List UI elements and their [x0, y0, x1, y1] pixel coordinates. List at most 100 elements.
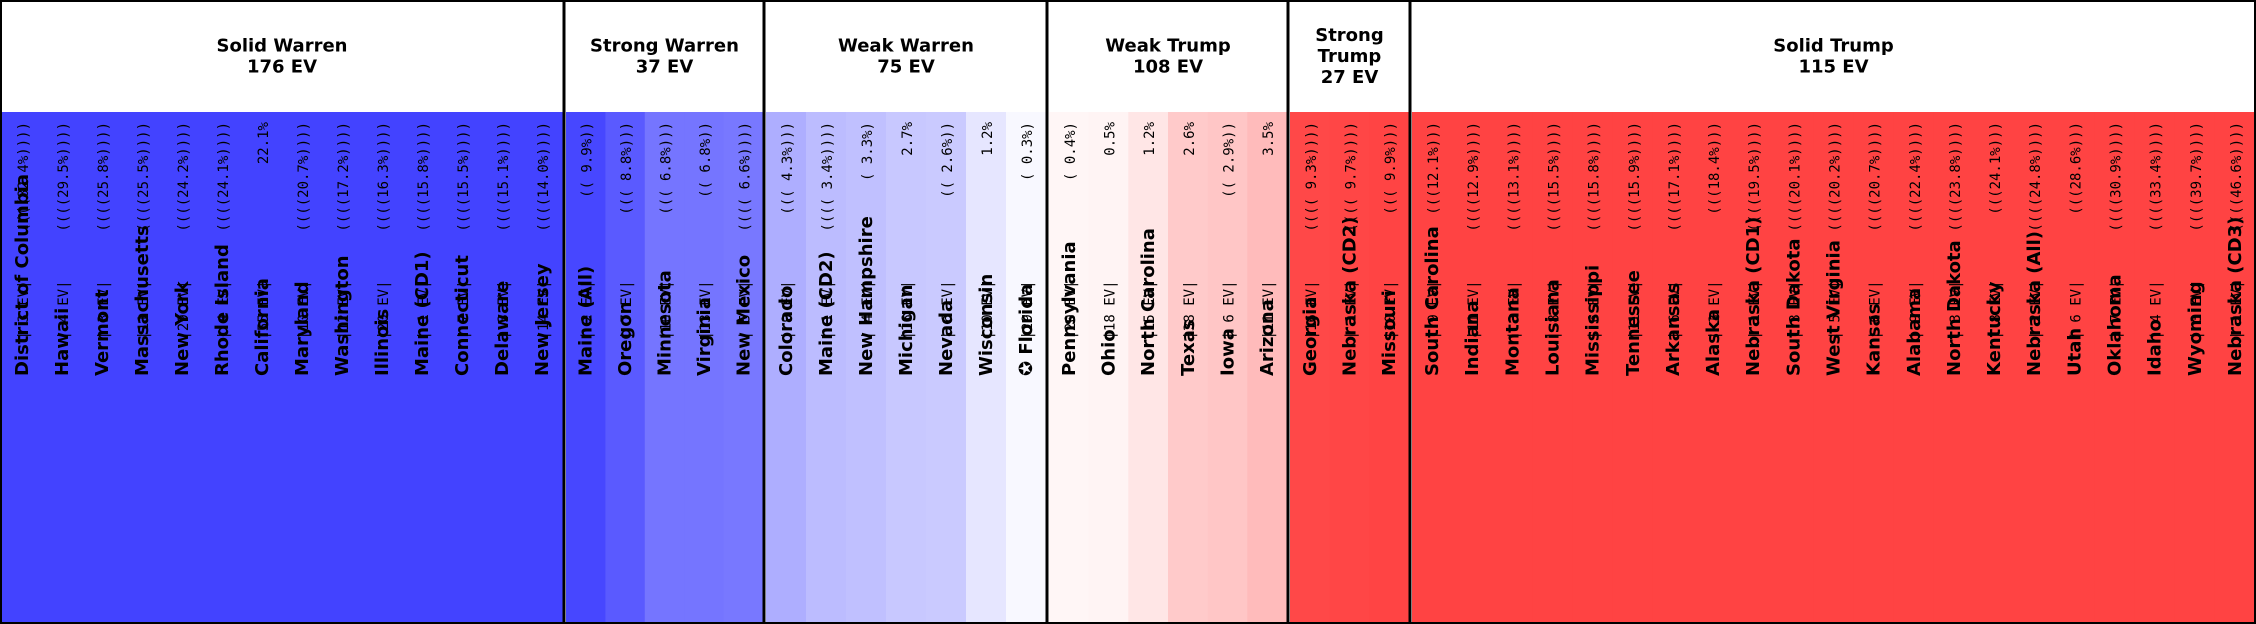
state-bar	[766, 112, 807, 624]
state-name: Texas	[1178, 319, 1199, 376]
state-name: Tennessee	[1623, 270, 1644, 376]
state-column: Idaho| 4 EV| ((((33.4%))))	[2134, 112, 2176, 624]
state-ev: | 1 EV|	[1344, 280, 1360, 339]
state-ev: | 3 EV|	[1787, 280, 1803, 339]
state-ev: | 2 EV|	[580, 280, 596, 339]
state-name: Oregon	[615, 302, 636, 376]
state-margin: ((((14.0%))))	[536, 122, 552, 232]
state-column: Maine (CD1)| 1 EV| ((((15.8%))))	[402, 112, 443, 624]
state-name: Nebraska (CD2)	[1340, 217, 1361, 376]
state-ev: |11 EV|	[1261, 280, 1277, 339]
state-name: Missouri	[1379, 290, 1400, 376]
state-bar	[2054, 112, 2096, 624]
state-column: Maine (All)| 2 EV| (( 9.9%))	[566, 112, 606, 624]
state-name: Maine (CD1)	[412, 251, 433, 376]
state-name: Connecticut	[452, 255, 473, 376]
state-bar	[1412, 112, 1453, 624]
state-name: Wyoming	[2185, 281, 2206, 376]
state-column: Nebraska (CD1)| 1 EV| ((((19.5%))))	[1733, 112, 1774, 624]
state-ev: |13 EV|	[698, 280, 714, 339]
group-ev-total: 176 EV	[247, 57, 317, 78]
state-bar	[2094, 112, 2136, 624]
state-name: Utah	[2064, 328, 2085, 376]
state-margin: 2.6%	[1182, 121, 1198, 155]
state-bar	[2014, 112, 2055, 624]
state-ev: | 8 EV|	[1988, 280, 2004, 339]
state-name: Nebraska (CD1)	[1743, 217, 1764, 376]
state-bar	[1452, 112, 1493, 624]
state-bar	[42, 112, 83, 624]
state-column: Massachusetts|11 EV| ((((25.5%))))	[122, 112, 163, 624]
state-bar	[1773, 112, 1815, 624]
state-ev: |16 EV|	[1304, 280, 1320, 339]
state-margin: ((((39.7%))))	[2189, 122, 2205, 232]
state-column: Washington|12 EV| ((((17.2%))))	[322, 112, 363, 624]
group-ev-total: 37 EV	[636, 57, 694, 78]
state-bar	[362, 112, 403, 624]
state-margin: ((( 4.3%)))	[780, 122, 796, 215]
state-name: Delaware	[492, 281, 513, 376]
state-ev: | 9 EV|	[1426, 280, 1442, 339]
state-bar	[1492, 112, 1534, 624]
state-name: Indiana	[1462, 300, 1483, 376]
state-column: Alabama| 9 EV| ((((22.4%))))	[1893, 112, 1935, 624]
state-column: Oklahoma| 7 EV| ((((30.9%))))	[2094, 112, 2136, 624]
state-ev: | 1 EV|	[820, 280, 836, 339]
state-bar	[1088, 112, 1129, 624]
state-ev: |11 EV|	[1627, 280, 1643, 339]
state-name: Wisconsin	[976, 274, 997, 376]
state-name: Washington	[332, 255, 353, 376]
state-column: Hawaii| 4 EV| ((((29.5%))))	[42, 112, 83, 624]
group-title: Weak Trump	[1105, 36, 1231, 57]
state-column: Illinois|20 EV| ((((16.3%))))	[362, 112, 403, 624]
state-margin: ((((46.6%))))	[2229, 122, 2245, 232]
state-column: Nebraska (All)| 2 EV| ((((24.8%))))	[2014, 112, 2055, 624]
state-ev: | 3 EV|	[16, 280, 32, 339]
state-margin: (( 9.9%))	[580, 122, 596, 198]
state-name: South Carolina	[1422, 226, 1443, 376]
group-title: Trump	[1318, 46, 1382, 67]
state-bar	[1652, 112, 1694, 624]
state-column: Connecticut| 7 EV| ((((15.5%))))	[442, 112, 483, 624]
state-margin: ((((29.5%))))	[56, 122, 72, 232]
state-margin: ( 0.4%)	[1063, 122, 1079, 181]
state-bar	[1813, 112, 1855, 624]
state-margin: ((((15.9%))))	[1627, 122, 1643, 232]
state-bar	[966, 112, 1007, 624]
state-bar	[322, 112, 363, 624]
state-name: Virginia	[694, 297, 715, 376]
state-ev: | 4 EV|	[2149, 280, 2165, 339]
state-ev: | 1 EV|	[416, 280, 432, 339]
state-column: Alaska| 3 EV| (((18.4%)))	[1693, 112, 1734, 624]
state-bar	[684, 112, 725, 624]
state-name: Ohio	[1099, 329, 1120, 376]
state-column: Louisiana| 8 EV| ((((15.5%))))	[1532, 112, 1574, 624]
state-margin: (((( 6.6%))))	[737, 122, 753, 232]
state-ev: | 6 EV|	[940, 280, 956, 339]
state-ev: | 6 EV|	[1868, 280, 1884, 339]
state-column: ✪ Florida|29 EV| ( 0.3%)	[1006, 112, 1047, 624]
state-name: Massachusetts	[132, 225, 153, 376]
state-ev: | 3 EV|	[1948, 280, 1964, 339]
state-ev: |55 EV|	[256, 280, 272, 339]
group-title: Strong Warren	[590, 36, 739, 57]
state-column: Iowa| 6 EV| (( 2.9%))	[1207, 112, 1248, 624]
state-column: Oregon| 7 EV| ((( 8.8%)))	[605, 112, 646, 624]
state-ev: |10 EV|	[1383, 280, 1399, 339]
state-margin: ((((17.1%))))	[1667, 122, 1683, 232]
state-margin: ((((20.2%))))	[1828, 122, 1844, 232]
state-bar	[926, 112, 967, 624]
state-name: Nebraska (All)	[2024, 231, 2045, 376]
state-bar	[1733, 112, 1774, 624]
state-margin: (( 2.9%))	[1222, 122, 1238, 198]
state-name: Idaho	[2145, 319, 2166, 376]
state-ev: | 6 EV|	[1222, 280, 1238, 339]
state-margin: (((12.1%)))	[1426, 122, 1442, 215]
state-name: Louisiana	[1543, 279, 1564, 376]
state-margin: ((((24.1%))))	[216, 122, 232, 232]
state-ev: | 9 EV|	[780, 280, 796, 339]
state-bar	[1006, 112, 1047, 624]
state-column: New York|29 EV| ((((24.2%))))	[162, 112, 203, 624]
state-bar	[82, 112, 123, 624]
